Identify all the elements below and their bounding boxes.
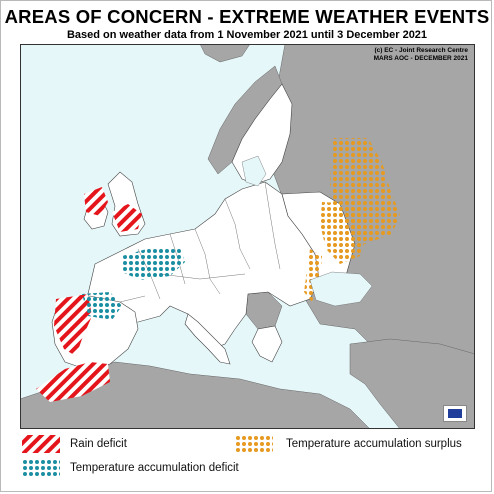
temperature-surplus-swatch	[235, 435, 273, 453]
area-eastern-england	[112, 204, 142, 232]
rain-deficit-swatch	[22, 435, 60, 453]
credit-line-2: MARS AOC - DECEMBER 2021	[373, 55, 468, 62]
rain-deficit-areas	[36, 187, 142, 402]
eu-flag-icon	[448, 409, 462, 418]
temperature-deficit-swatch	[22, 459, 60, 477]
legend-temperature-surplus: Temperature accumulation surplus	[286, 438, 462, 450]
europe-map	[20, 44, 475, 429]
map-title: AREAS OF CONCERN - EXTREME WEATHER EVENT…	[4, 6, 490, 27]
area-western-iberia	[54, 294, 92, 356]
legend-rain-deficit: Rain deficit	[70, 438, 127, 450]
area-northern-spain	[82, 292, 122, 320]
area-eastern-ukraine	[320, 202, 368, 264]
area-black-sea-coast	[304, 249, 322, 302]
eu-logo	[443, 405, 467, 422]
temperature-surplus-areas	[304, 138, 400, 302]
temperature-deficit-areas	[82, 248, 185, 320]
map-subtitle: Based on weather data from 1 November 20…	[66, 29, 428, 41]
baltic-sea	[241, 155, 267, 187]
black-sea	[309, 271, 373, 307]
credit-line-1: (c) EC - Joint Research Centre	[374, 47, 468, 54]
legend-temperature-deficit: Temperature accumulation deficit	[70, 462, 239, 474]
area-western-ireland	[84, 187, 108, 216]
area-morocco	[36, 362, 110, 402]
area-western-france	[122, 248, 185, 280]
